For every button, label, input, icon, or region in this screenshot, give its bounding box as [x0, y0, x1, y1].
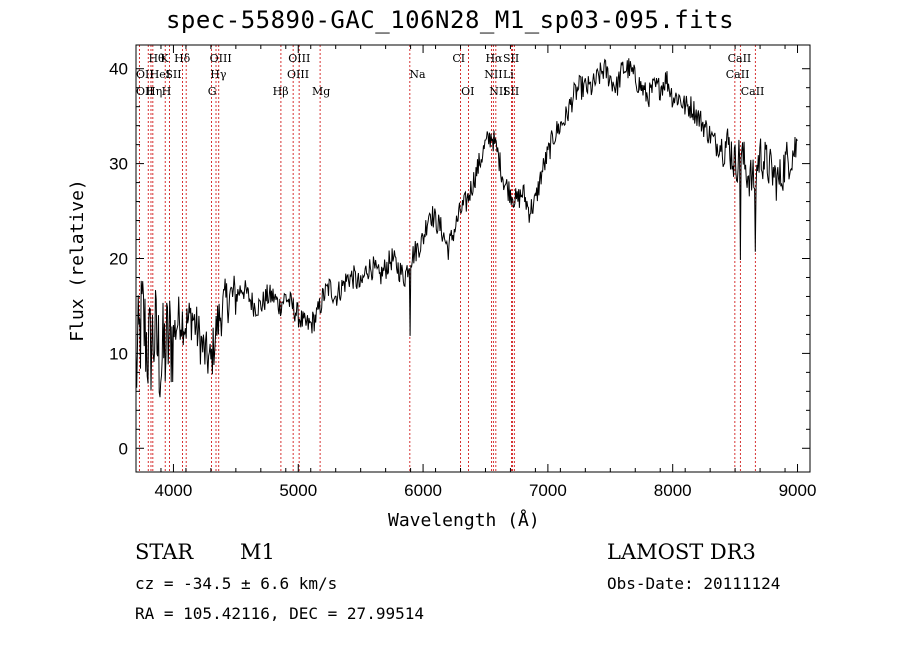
line-label: OI — [461, 85, 474, 98]
y-tick-label: 0 — [119, 439, 128, 458]
line-marker-group — [138, 45, 756, 472]
x-tick-label: 4000 — [155, 481, 193, 500]
coordinates: RA = 105.42116, DEC = 27.99514 — [135, 604, 424, 623]
x-axis-label: Wavelength (Å) — [388, 510, 540, 531]
x-tick-label: 7000 — [529, 481, 567, 500]
line-label: OII — [136, 85, 154, 98]
axis-ticks: 4000 5000 6000 7000 8000 9000 0 10 20 30 40 — [109, 45, 816, 500]
x-tick-label: 9000 — [779, 481, 817, 500]
chart-title: spec-55890-GAC_106N28_M1_sp03-095.fits — [165, 6, 735, 34]
line-label: Hη — [146, 85, 162, 98]
line-label: CI — [452, 52, 465, 65]
plot-frame — [135, 44, 811, 473]
line-label: OIII — [287, 68, 309, 81]
object-subclass: M1 — [240, 540, 275, 564]
survey-name: LAMOST DR3 — [607, 540, 756, 564]
line-label: Na — [409, 68, 426, 81]
line-label: CaII — [726, 68, 750, 81]
line-label: OIII — [210, 52, 232, 65]
line-label: CaII — [741, 85, 765, 98]
flux-spectrum-line — [135, 58, 798, 398]
line-label: HeI — [150, 68, 170, 81]
x-tick-label: 6000 — [404, 481, 442, 500]
y-axis-label: Flux (relative) — [66, 179, 88, 342]
line-label: Li — [503, 68, 514, 81]
line-label: K — [160, 52, 169, 65]
y-tick-label: 20 — [109, 250, 128, 269]
line-label: Hα — [485, 52, 503, 65]
observation-date: Obs-Date: 20111124 — [607, 574, 781, 593]
line-label: NII — [489, 85, 507, 98]
line-label: NII — [484, 68, 502, 81]
line-label: Hδ — [174, 52, 191, 65]
line-label: OII — [136, 68, 154, 81]
x-tick-label: 5000 — [279, 481, 317, 500]
line-label: Hγ — [210, 68, 227, 81]
redshift-cz: cz = -34.5 ± 6.6 km/s — [135, 574, 338, 593]
line-label: Hβ — [273, 85, 289, 98]
y-tick-label: 30 — [109, 155, 128, 174]
line-label: G — [208, 85, 217, 98]
line-label: SII — [503, 85, 519, 98]
line-label: SII — [165, 68, 181, 81]
object-class: STAR — [135, 540, 194, 564]
line-label: H — [162, 85, 172, 98]
line-label: CaII — [728, 52, 752, 65]
y-tick-label: 10 — [109, 344, 128, 363]
line-label: SII — [503, 52, 519, 65]
y-tick-label: 40 — [109, 60, 128, 79]
x-tick-label: 8000 — [654, 481, 692, 500]
line-label: OIII — [288, 52, 310, 65]
line-label: Hθ — [148, 52, 165, 65]
line-label: Mg — [312, 85, 330, 98]
